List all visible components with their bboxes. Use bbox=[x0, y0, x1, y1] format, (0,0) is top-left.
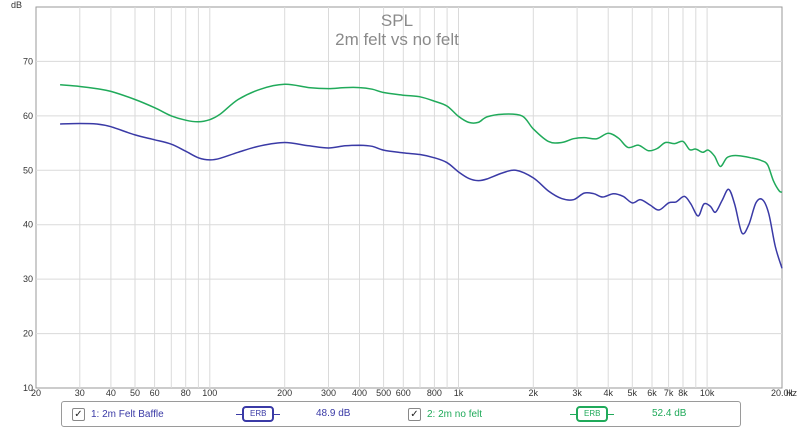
series-1-smoothing-badge: ERB bbox=[242, 406, 275, 422]
x-tick-label: 400 bbox=[352, 388, 367, 398]
x-tick-label: 300 bbox=[321, 388, 336, 398]
x-tick-label: 200 bbox=[277, 388, 292, 398]
x-tick-label: 5k bbox=[628, 388, 638, 398]
y-tick-label: 50 bbox=[23, 165, 33, 175]
series-line-1 bbox=[60, 122, 783, 269]
x-grid bbox=[79, 7, 708, 388]
x-tick-label: 2k bbox=[529, 388, 539, 398]
x-tick-label: 10k bbox=[700, 388, 715, 398]
legend-item-1[interactable]: ✓ 1: 2m Felt Baffle bbox=[72, 406, 164, 422]
x-tick-label: 600 bbox=[396, 388, 411, 398]
x-tick-labels: 20 30 40 50 60 80 100 200 300 400 500 600 800 1k 2k 3k 4… bbox=[31, 388, 794, 398]
x-tick-label: 80 bbox=[181, 388, 191, 398]
series-2-smoothing-badge: ERB bbox=[576, 406, 609, 422]
x-tick-label: 3k bbox=[572, 388, 582, 398]
x-tick-label: 7k bbox=[664, 388, 674, 398]
x-tick-label: 800 bbox=[427, 388, 442, 398]
x-tick-label: 30 bbox=[75, 388, 85, 398]
series-2-label: 2: 2m no felt bbox=[427, 408, 483, 420]
x-tick-label: 20 bbox=[31, 388, 41, 398]
series-2-value: 52.4 dB bbox=[652, 408, 687, 419]
x-tick-label: 50 bbox=[130, 388, 140, 398]
x-tick-label: 6k bbox=[647, 388, 657, 398]
y-axis-label: dB bbox=[11, 0, 22, 10]
series-1-smoothing[interactable]: ERB bbox=[236, 405, 281, 423]
x-tick-label: 40 bbox=[106, 388, 116, 398]
series-1-value: 48.9 dB bbox=[316, 408, 351, 419]
x-tick-label: 20.0k bbox=[771, 388, 794, 398]
y-tick-label: 70 bbox=[23, 56, 33, 66]
chart-subtitle: 2m felt vs no felt bbox=[335, 30, 459, 49]
x-axis-label: Hz bbox=[786, 388, 797, 398]
series-layer bbox=[60, 83, 783, 269]
series-1-checkbox[interactable]: ✓ bbox=[72, 407, 85, 421]
x-tick-label: 100 bbox=[202, 388, 217, 398]
y-tick-label: 10 bbox=[23, 383, 33, 393]
y-tick-label: 20 bbox=[23, 329, 33, 339]
series-1-label: 1: 2m Felt Baffle bbox=[91, 408, 164, 420]
x-tick-label: 8k bbox=[678, 388, 688, 398]
x-tick-label: 1k bbox=[454, 388, 464, 398]
plot-area bbox=[35, 6, 783, 389]
y-tick-label: 60 bbox=[23, 111, 33, 121]
x-tick-label: 60 bbox=[150, 388, 160, 398]
series-2-smoothing[interactable]: ERB bbox=[570, 405, 615, 423]
x-tick-label: 4k bbox=[603, 388, 613, 398]
legend: ✓ 1: 2m Felt Baffle ERB 48.9 dB ✓ 2: 2m … bbox=[61, 401, 741, 427]
y-tick-label: 30 bbox=[23, 274, 33, 284]
series-line-2 bbox=[60, 83, 783, 193]
y-tick-label: 40 bbox=[23, 220, 33, 230]
y-tick-labels: 10 20 30 40 50 60 70 bbox=[23, 56, 33, 393]
y-grid bbox=[36, 60, 782, 335]
legend-item-2[interactable]: ✓ 2: 2m no felt bbox=[408, 406, 482, 422]
chart-title: SPL bbox=[381, 11, 413, 30]
x-tick-label: 500 bbox=[376, 388, 391, 398]
series-2-checkbox[interactable]: ✓ bbox=[408, 407, 421, 421]
